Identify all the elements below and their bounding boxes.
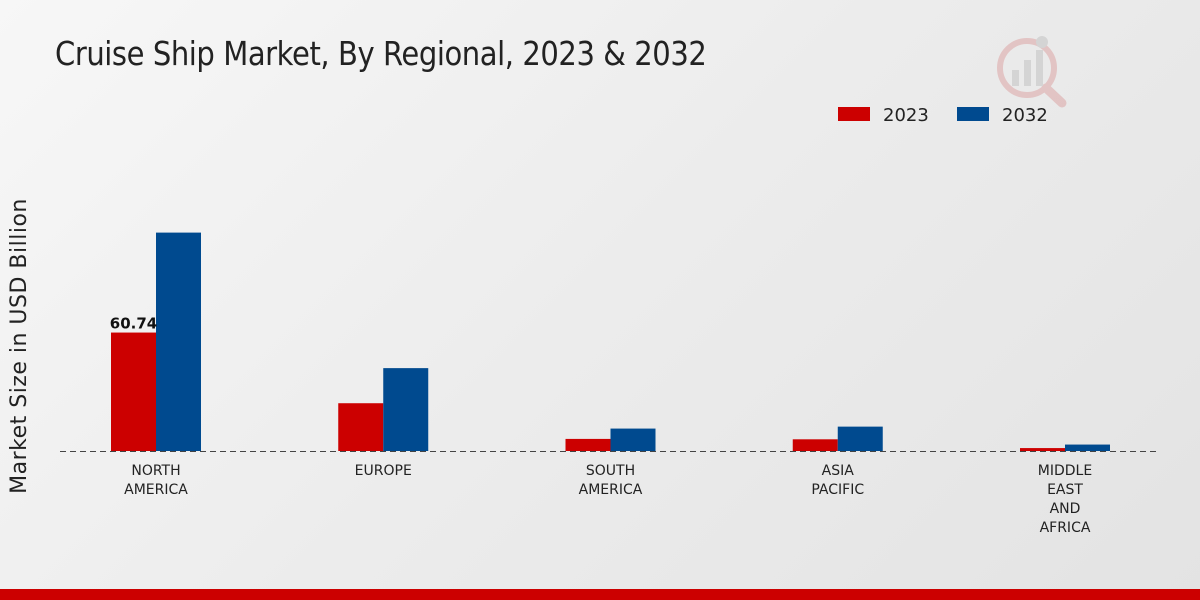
- bar-2023-asia-pacific: [792, 439, 838, 451]
- bottom-accent-bar: [0, 589, 1200, 600]
- x-tick-label-south-america: SOUTH AMERICA: [579, 463, 643, 498]
- legend-label-2023: 2023: [883, 105, 929, 126]
- x-tick-label-middle-east-and-africa: MIDDLE EAST AND AFRICA: [1038, 463, 1092, 536]
- bar-2032-europe: [383, 368, 429, 451]
- x-tick-label-asia-pacific: ASIA PACIFIC: [811, 463, 864, 498]
- bar-2023-middle-east-and-africa: [1020, 448, 1065, 451]
- bar-2023-europe: [338, 403, 384, 451]
- y-axis-label: Market Size in USD Billion: [7, 198, 32, 494]
- x-tick-label-north-america: NORTH AMERICA: [124, 463, 188, 498]
- bar-2032-middle-east-and-africa: [1065, 444, 1110, 451]
- logo-watermark: [997, 36, 1067, 108]
- legend-swatch-2023: [838, 107, 870, 121]
- bar-2023-north-america: [111, 332, 156, 451]
- data-label-2023-north-america: 60.74: [110, 315, 157, 333]
- labels-group: NORTH AMERICA EUROPE SOUTH AMERICA ASIA PACIFI…: [110, 315, 1092, 536]
- chart-title: Cruise Ship Market, By Regional, 2023 & …: [55, 34, 707, 73]
- bar-2032-asia-pacific: [837, 426, 883, 451]
- bar-2032-south-america: [610, 428, 656, 451]
- bars-group: [111, 232, 1110, 451]
- legend-label-2032: 2032: [1002, 105, 1048, 126]
- x-tick-label-europe: EUROPE: [355, 463, 412, 479]
- legend-swatch-2032: [957, 107, 989, 121]
- bar-2023-south-america: [565, 438, 611, 451]
- bar-2032-north-america: [156, 232, 201, 451]
- legend: 2023 2032: [838, 105, 1048, 126]
